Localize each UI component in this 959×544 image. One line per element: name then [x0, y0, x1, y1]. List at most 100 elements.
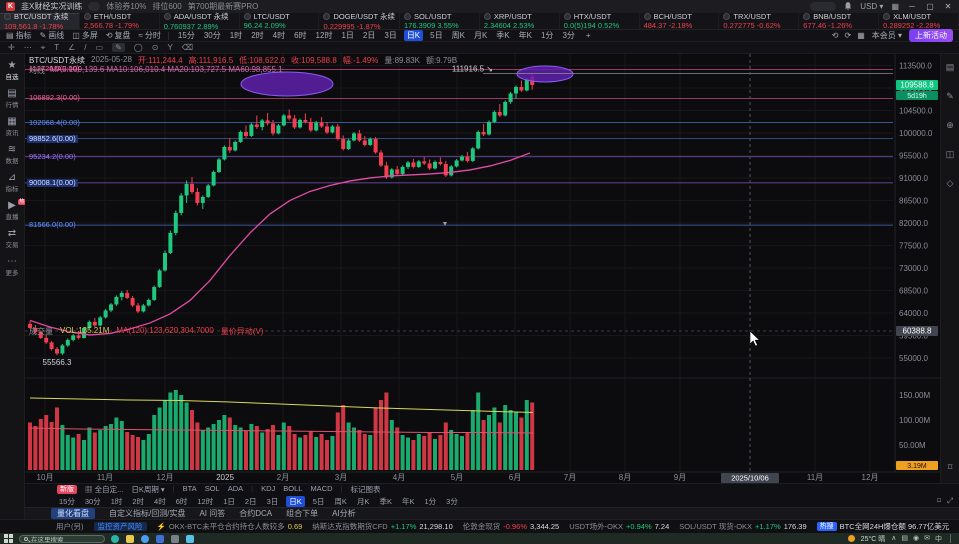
price-level-label[interactable]: 95234.2(0.00): [29, 151, 76, 161]
taskbar-app-app-blue[interactable]: [156, 534, 164, 543]
subtool-item[interactable]: BOLL: [283, 484, 303, 493]
tray-icon[interactable]: ✉: [924, 534, 930, 542]
timeframe-12时[interactable]: 12时: [197, 496, 214, 506]
ticker-cell[interactable]: BNB/USDT 677.46 -1.26%: [799, 12, 880, 30]
timeframe-日K[interactable]: 日K: [286, 495, 305, 507]
camera-icon[interactable]: ⌑: [937, 496, 941, 505]
start-button[interactable]: [4, 534, 13, 543]
timeframe-5日[interactable]: 5日: [312, 496, 325, 506]
price-level-label[interactable]: 81566.0(0.00): [29, 220, 76, 230]
timeframe-4时[interactable]: 4时: [154, 496, 166, 506]
timeframe-1日[interactable]: 1日: [223, 496, 235, 506]
sidebar-item-指标[interactable]: ⊿ 指标: [5, 172, 19, 194]
sidebar-item-数据[interactable]: ≋ 数据: [5, 144, 19, 166]
tray-icon[interactable]: ▤: [901, 534, 909, 542]
price-level-label[interactable]: 106892.3(0.00): [29, 93, 80, 103]
promo-cta-button[interactable]: 上新活动: [909, 29, 953, 42]
ticker-cell[interactable]: BCH/USDT 484.37 -2.18%: [640, 12, 720, 30]
rail-icon[interactable]: ▤: [945, 62, 955, 72]
timeframe-2日[interactable]: 2日: [244, 496, 257, 506]
timeframe-1时[interactable]: 1时: [110, 496, 123, 506]
close-button[interactable]: ✕: [944, 2, 952, 11]
timeframe-5日[interactable]: 5日: [430, 31, 443, 40]
sidebar-item-交易[interactable]: ⇄ 交易: [5, 228, 19, 250]
tab-合约DCA[interactable]: 合约DCA: [239, 509, 273, 518]
subtool-item[interactable]: ▦ 全自定...: [85, 485, 124, 494]
timeframe-日K[interactable]: 日K: [403, 30, 424, 41]
tool-画线[interactable]: ✎ 画线: [39, 31, 65, 40]
maximize-button[interactable]: ▢: [926, 2, 934, 11]
status-segment[interactable]: 纳斯达克指数期货CFD +1.17% 21,298.10: [312, 522, 453, 531]
timeframe-2时[interactable]: 2时: [132, 496, 145, 506]
bell-icon[interactable]: [844, 2, 852, 11]
status-segment[interactable]: 监控资产风险: [93, 522, 147, 531]
timeframe-2日[interactable]: 2日: [362, 31, 376, 40]
tray-icon[interactable]: ∧: [891, 534, 897, 542]
screenshot-camera-icon[interactable]: ⌑: [947, 462, 953, 472]
ticker-cell[interactable]: TRX/USDT 0.272775 -0.62%: [719, 12, 800, 30]
sidebar-item-更多[interactable]: ⋯ 更多: [5, 256, 19, 278]
toolbar-icon[interactable]: ⟲: [831, 31, 839, 40]
minimize-button[interactable]: ─: [909, 2, 915, 11]
toolbar-icon[interactable]: ⟳: [844, 31, 852, 40]
timeframe-6时[interactable]: 6时: [294, 31, 307, 40]
draw-tool-icon[interactable]: ✛: [8, 43, 15, 52]
tab-AI 问答[interactable]: AI 问答: [199, 509, 226, 518]
taskbar-app-explorer[interactable]: [126, 534, 134, 543]
timeframe-年K[interactable]: 年K: [518, 31, 532, 40]
price-level-label[interactable]: 102068.4(0.00): [29, 117, 80, 127]
layout-grid-icon[interactable]: ▦: [891, 2, 899, 11]
titlebar-search-input[interactable]: [810, 2, 837, 11]
subtool-item[interactable]: SOL: [204, 484, 220, 493]
user-pill[interactable]: [88, 2, 101, 11]
tab-AI分析[interactable]: AI分析: [332, 509, 356, 518]
draw-tool-icon[interactable]: /: [84, 43, 87, 52]
tool-指标[interactable]: ▤ 指标: [6, 31, 32, 40]
weather-text[interactable]: 25°C 晴: [860, 535, 886, 543]
rail-icon[interactable]: ◇: [946, 178, 954, 188]
tool-分时[interactable]: ≈ 分时: [138, 31, 161, 40]
subtool-item[interactable]: 日K周期 ▾: [131, 485, 165, 494]
taskbar-app-store[interactable]: [186, 534, 194, 543]
draw-tool-icon[interactable]: ◯: [133, 43, 143, 52]
timeframe-15分[interactable]: 15分: [177, 31, 195, 40]
ticker-cell[interactable]: XLM/USDT 0.289252 -2.28%: [879, 12, 959, 30]
rail-icon[interactable]: ⊕: [946, 120, 954, 130]
timeframe-周K[interactable]: 周K: [334, 496, 347, 506]
timeframe-30分[interactable]: 30分: [203, 31, 221, 40]
tool-复盘[interactable]: ⟲ 复盘: [105, 31, 131, 40]
rail-icon[interactable]: ✎: [946, 91, 954, 101]
timeframe-3日[interactable]: 3日: [266, 496, 279, 506]
candlestick-chart[interactable]: 111916.5 ↘55566.3113500.0109000.0104500.…: [25, 54, 940, 483]
timeframe-周K[interactable]: 周K: [451, 31, 465, 40]
ticker-cell[interactable]: BTC/USDT 永续 109,561.8 -1.78%: [0, 12, 80, 31]
tab-组合下单[interactable]: 组合下单: [286, 509, 319, 518]
ticker-cell[interactable]: ADA/USDT 永续 0.760937 2.89%: [160, 12, 240, 31]
price-level-label[interactable]: 90008.1(0.00): [27, 177, 78, 187]
toolbar-icon[interactable]: ▦: [857, 31, 865, 40]
status-segment[interactable]: USDT场外-OKX +0.94% 7.24: [569, 522, 670, 531]
draw-tool-icon[interactable]: ✎: [112, 43, 125, 52]
status-segment[interactable]: SOL/USDT 现货-OKX +1.17% 176.39: [679, 522, 807, 531]
timeframe-年K[interactable]: 年K: [401, 496, 415, 506]
draw-tool-icon[interactable]: ⊙: [151, 43, 159, 52]
status-segment[interactable]: 伦敦金现货 -0.96% 3,344.25: [462, 522, 560, 531]
timeframe-3分[interactable]: 3分: [446, 496, 458, 506]
promo-badge-2[interactable]: 排位600: [152, 2, 182, 11]
subtool-item[interactable]: ADA: [227, 484, 244, 493]
timeframe-季K[interactable]: 季K: [379, 496, 392, 506]
price-level-label[interactable]: 98852.6(0.00): [27, 133, 78, 143]
sidebar-item-资讯[interactable]: ▦ 资讯: [5, 116, 19, 138]
timeframe-1时[interactable]: 1时: [229, 31, 243, 40]
promo-badge-3[interactable]: 第700期最新赛PRO: [187, 2, 259, 11]
promo-badge-1[interactable]: 体验券10%: [106, 2, 147, 11]
tray-icon[interactable]: ◉: [913, 534, 920, 542]
timeframe-1分[interactable]: 1分: [540, 31, 554, 40]
draw-tool-icon[interactable]: ⌖: [40, 42, 46, 52]
ticker-cell[interactable]: ETH/USDT 2,566.78 -1.79%: [80, 12, 160, 30]
tab-自定义指标/回测/实盘[interactable]: 自定义指标/回测/实盘: [109, 509, 186, 518]
timeframe-15分[interactable]: 15分: [59, 496, 75, 506]
timeframe-30分[interactable]: 30分: [84, 496, 101, 506]
tool-多屏[interactable]: ◫ 多屏: [72, 31, 98, 40]
subtool-item[interactable]: 标记图表: [350, 485, 381, 494]
